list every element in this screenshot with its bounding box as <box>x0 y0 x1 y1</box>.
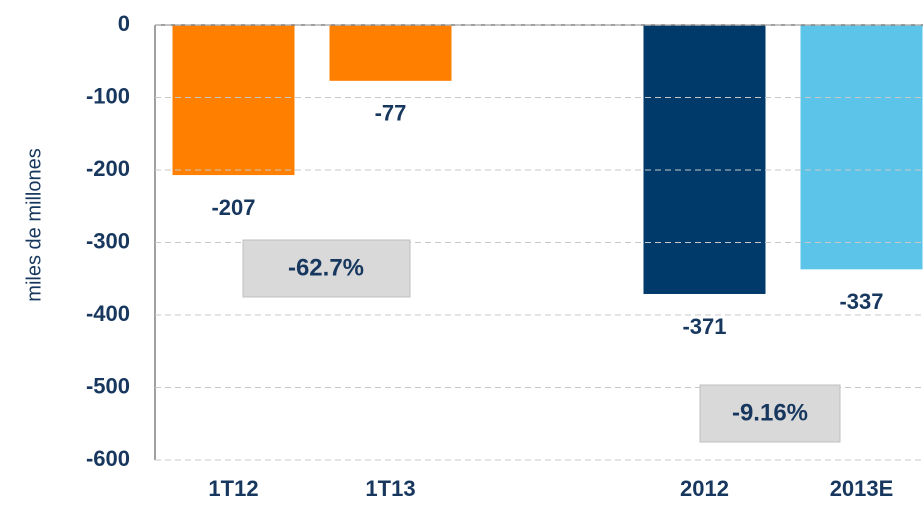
y-tick-label: -600 <box>86 446 130 471</box>
annotation: -9.16% <box>732 399 808 426</box>
y-tick-label: -500 <box>86 373 130 398</box>
annotation-box <box>242 239 411 298</box>
bar <box>329 25 452 81</box>
y-axis-label: miles de millones <box>23 148 45 301</box>
x-tick-label: 2013E <box>830 476 894 501</box>
y-tick-label: 0 <box>118 11 130 36</box>
y-tick-label: -300 <box>86 228 130 253</box>
y-tick-label: -100 <box>86 83 130 108</box>
bar <box>643 25 766 294</box>
value-label: -207 <box>211 195 255 220</box>
value-label: -371 <box>682 314 726 339</box>
annotation: -62.7% <box>288 254 364 281</box>
x-tick-label: 1T13 <box>365 476 415 501</box>
x-tick-label: 2012 <box>680 476 729 501</box>
annotation-box <box>699 384 841 443</box>
bar <box>172 25 295 176</box>
value-label: -77 <box>375 101 407 126</box>
value-label: -337 <box>839 289 883 314</box>
x-tick-label: 1T12 <box>208 476 258 501</box>
y-tick-label: -200 <box>86 156 130 181</box>
bar <box>800 25 923 270</box>
y-tick-label: -400 <box>86 301 130 326</box>
